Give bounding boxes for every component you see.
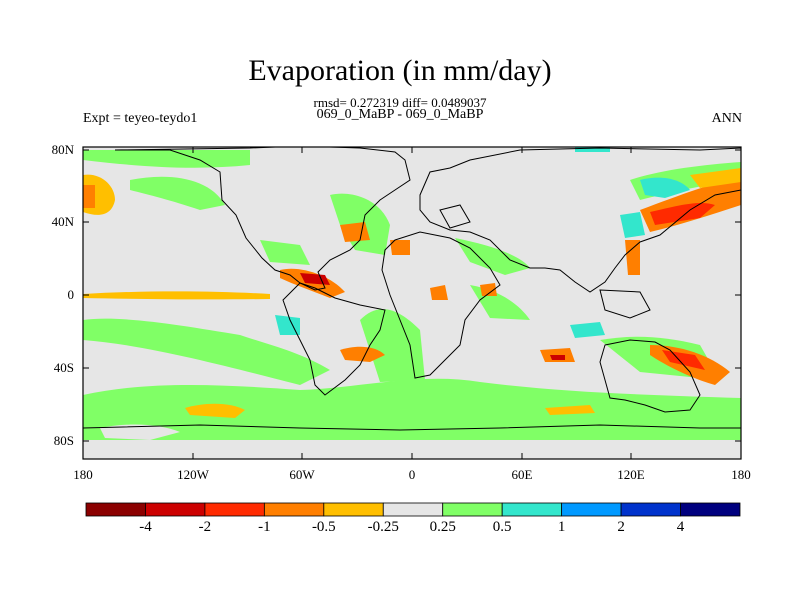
antarctica-outline: [83, 424, 741, 459]
africa-outline: [381, 231, 501, 379]
japan-orange: [625, 240, 640, 275]
colorbar-swatch-1: [145, 502, 206, 517]
arabian-patch: [455, 238, 530, 275]
africa-orange: [430, 285, 448, 300]
peru-cyan: [275, 315, 300, 335]
lon-label-120w: 120W: [177, 467, 209, 482]
tasman-red: [662, 350, 705, 370]
lat-label-0: 0: [67, 287, 75, 302]
indian-red: [550, 355, 565, 360]
colorbar-swatch-10: [680, 502, 741, 517]
map-field: [83, 147, 741, 459]
indian-cyan: [570, 322, 605, 338]
colorbar-label-2: -1: [258, 519, 271, 535]
atlantic-orange: [340, 222, 370, 242]
plot-title: Evaporation (in mm/day): [248, 54, 552, 87]
south-atlantic-orange: [340, 346, 385, 362]
north-pacific-patch: [130, 176, 225, 210]
pacific-northeast-orange: [690, 168, 741, 188]
colorbar-swatch-5: [382, 502, 444, 517]
south-atlantic-patch: [360, 309, 425, 382]
colorbar-label-5: 0.25: [429, 519, 456, 535]
colorbar-label-4: -0.25: [367, 519, 399, 535]
arctic-band: [83, 150, 250, 168]
indonesia-outline: [599, 289, 651, 319]
lat-label-40n: 40N: [51, 214, 74, 229]
equatorial-orange-line: [83, 291, 270, 300]
season-label: ANN: [711, 111, 742, 126]
colorbar-swatch-6: [442, 502, 503, 517]
colorbar-label-7: 1: [557, 519, 566, 535]
lon-label-60w: 60W: [289, 467, 315, 482]
lon-label-0: 0: [408, 467, 416, 482]
lat-label-80n: 80N: [51, 142, 74, 157]
colorbar-label-1: -2: [198, 519, 212, 535]
colorbar-swatch-8: [561, 502, 622, 517]
southern-gap: [100, 424, 180, 440]
kuroshio-red: [650, 202, 715, 225]
cases-line: 069_0_MaBP - 069_0_MaBP: [316, 107, 484, 122]
southern-orange-1: [185, 403, 245, 418]
horn-orange: [480, 283, 497, 296]
caribbean-patch: [260, 240, 310, 265]
black-sea-outline: [439, 204, 471, 229]
eurasia-outline: [419, 147, 741, 293]
australia-outline: [599, 339, 701, 413]
colorbar-swatch-7: [501, 502, 563, 517]
southern-ocean-band: [83, 378, 741, 440]
lat-label-40s: 40S: [53, 360, 74, 375]
med-orange: [390, 240, 410, 255]
pacific-orange-core: [83, 185, 95, 208]
stats-line: rmsd= 0.272319 diff= 0.0489037: [313, 95, 487, 110]
axis-ticks: [82, 147, 742, 459]
coastlines: [83, 147, 741, 459]
lon-label-60e: 60E: [511, 467, 533, 482]
lon-label-120e: 120E: [617, 467, 645, 482]
colorbar-swatch-2: [204, 502, 265, 517]
colorbar-swatch-3: [263, 502, 325, 517]
colorbar-label-3: -0.5: [311, 519, 336, 535]
colorbar-swatch-0: [85, 502, 146, 517]
colorbar-label-0: -4: [139, 519, 152, 535]
southern-orange-2: [545, 405, 595, 415]
colorbar-swatch-4: [323, 502, 384, 517]
colorbar-label-6: 0.5: [492, 519, 512, 535]
colorbar-swatch-9: [620, 502, 681, 517]
north-america-outline: [114, 147, 411, 291]
experiment-label: Expt = teyeo-teydo1: [83, 111, 198, 126]
colorbar-label-8: 2: [617, 519, 625, 535]
south-pacific-band: [83, 318, 330, 385]
east-china-cyan: [620, 212, 645, 238]
lon-label-180w: 180: [73, 467, 93, 482]
kuroshio-cyan: [640, 177, 690, 198]
colorbar-label-9: 4: [676, 519, 685, 535]
lon-label-180e: 180: [731, 467, 751, 482]
colorbar: [85, 502, 741, 517]
south-america-outline: [282, 282, 386, 396]
lat-label-80s: 80S: [53, 433, 74, 448]
